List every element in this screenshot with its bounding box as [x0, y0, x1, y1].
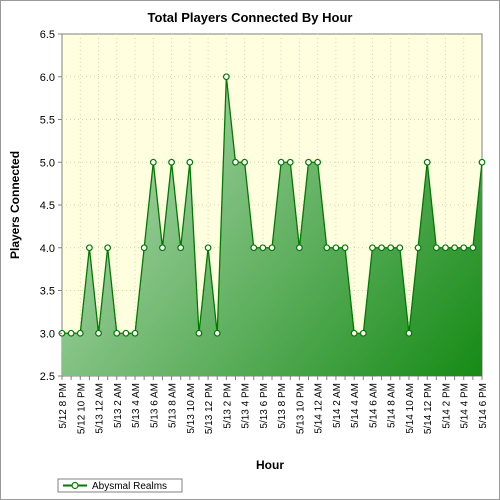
- data-point: [204, 244, 212, 252]
- x-tick-label: 5/13 8 AM: [168, 383, 179, 428]
- data-point: [140, 244, 148, 252]
- data-point: [359, 329, 367, 337]
- data-point: [250, 244, 258, 252]
- data-point: [277, 158, 285, 166]
- x-tick-label: 5/13 12 PM: [204, 383, 215, 434]
- data-point: [423, 158, 431, 166]
- data-point: [295, 244, 303, 252]
- y-tick-label: 3.5: [40, 286, 55, 298]
- x-axis: 5/12 8 PM 5/12 10 PM 5/13 12 AM 5/13 2 AM 5/…: [58, 376, 489, 434]
- data-point: [460, 244, 468, 252]
- x-tick-label: 5/13 12 AM: [95, 383, 106, 434]
- x-tick-label: 5/14 12 PM: [423, 383, 434, 434]
- y-tick-label: 6.5: [40, 29, 55, 41]
- x-tick-label: 5/14 6 AM: [368, 383, 379, 428]
- data-point: [286, 158, 294, 166]
- y-axis: 6.5 6.0 5.5 5.0 4.5 4.0 3.5 3.0 2.5: [40, 29, 62, 383]
- data-point: [478, 158, 486, 166]
- y-tick-label: 3.0: [40, 328, 55, 340]
- data-point: [177, 244, 185, 252]
- data-point: [268, 244, 276, 252]
- data-point: [95, 329, 102, 337]
- data-point: [122, 329, 130, 337]
- data-point: [350, 329, 358, 337]
- y-axis-label: Players Connected: [8, 151, 22, 259]
- data-point: [131, 329, 139, 337]
- data-point: [213, 329, 221, 337]
- data-point: [396, 244, 404, 252]
- x-tick-label: 5/12 10 PM: [76, 383, 87, 434]
- data-point: [314, 158, 322, 166]
- data-point: [195, 329, 203, 337]
- data-point: [341, 244, 349, 252]
- data-point: [378, 244, 385, 252]
- data-point: [469, 244, 477, 252]
- series-area-fill: [62, 76, 482, 376]
- data-point: [305, 158, 312, 166]
- series-area: [58, 73, 486, 376]
- data-point: [168, 158, 175, 166]
- data-point: [104, 244, 112, 252]
- x-tick-label: 5/14 2 PM: [441, 383, 452, 429]
- x-tick-label: 5/13 2 PM: [222, 383, 233, 429]
- data-point: [387, 244, 395, 252]
- data-point: [113, 329, 121, 337]
- data-point: [259, 244, 267, 252]
- legend: Abysmal Realms: [57, 478, 183, 493]
- y-tick-label: 6.0: [40, 72, 55, 84]
- chart-title: Total Players Connected By Hour: [148, 10, 353, 25]
- x-tick-label: 5/13 6 PM: [259, 383, 270, 429]
- x-tick-label: 5/13 6 AM: [149, 383, 160, 428]
- data-point: [222, 73, 230, 81]
- x-tick-label: 5/14 10 AM: [405, 383, 416, 434]
- data-point: [369, 244, 376, 252]
- x-tick-label: 5/13 4 AM: [131, 383, 142, 428]
- x-tick-label: 5/12 8 PM: [58, 383, 69, 429]
- x-tick-label: 5/14 6 PM: [478, 383, 489, 429]
- x-tick-label: 5/13 10 AM: [186, 383, 197, 434]
- x-tick-label: 5/13 4 PM: [241, 383, 252, 429]
- x-axis-label: Hour: [256, 458, 284, 472]
- data-point: [149, 158, 157, 166]
- data-point: [414, 244, 422, 252]
- x-tick-label: 5/13 8 PM: [277, 383, 288, 429]
- legend-box: [57, 478, 183, 493]
- x-tick-label: 5/14 12 AM: [314, 383, 325, 434]
- x-tick-label: 5/13 10 PM: [295, 383, 306, 434]
- data-point: [323, 244, 331, 252]
- data-point: [67, 329, 75, 337]
- data-point: [85, 244, 93, 252]
- legend-swatch-marker: [71, 481, 79, 490]
- legend-label: Abysmal Realms: [92, 481, 167, 492]
- data-point: [332, 244, 340, 252]
- y-tick-label: 4.0: [40, 243, 55, 255]
- data-point: [432, 244, 440, 252]
- x-tick-label: 5/14 2 AM: [332, 383, 343, 428]
- data-point: [186, 158, 194, 166]
- x-tick-label: 5/14 4 AM: [350, 383, 361, 428]
- data-point: [241, 158, 249, 166]
- x-tick-label: 5/14 8 AM: [387, 383, 398, 428]
- y-tick-label: 5.0: [40, 157, 55, 169]
- y-tick-label: 5.5: [40, 115, 55, 127]
- data-point: [76, 329, 84, 337]
- data-point: [442, 244, 449, 252]
- y-tick-label: 4.5: [40, 200, 55, 212]
- data-point: [451, 244, 459, 252]
- data-point: [405, 329, 413, 337]
- x-tick-label: 5/13 2 AM: [113, 383, 124, 428]
- data-point: [232, 158, 239, 166]
- y-tick-label: 2.5: [40, 371, 55, 383]
- x-tick-label: 5/14 4 PM: [460, 383, 471, 429]
- data-point: [159, 244, 166, 252]
